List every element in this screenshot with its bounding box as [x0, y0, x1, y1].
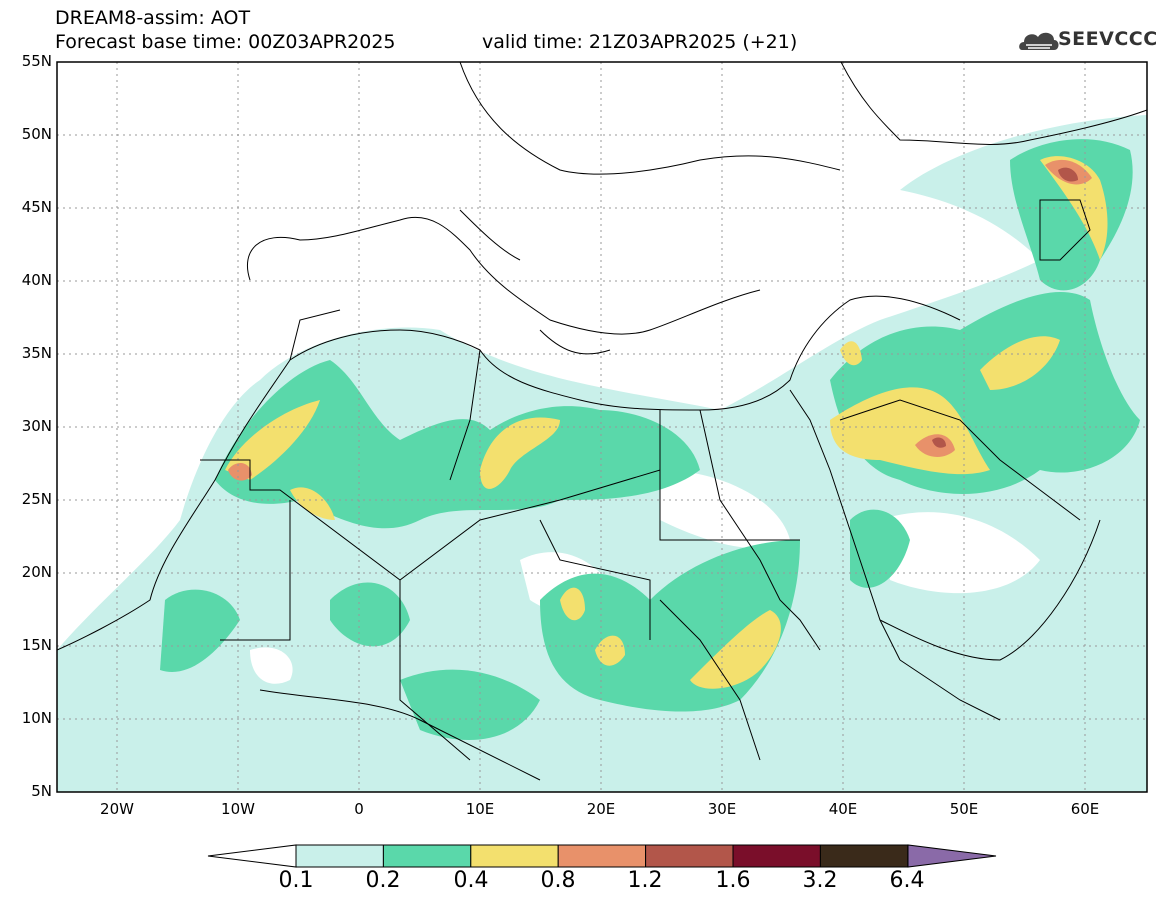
lat-label: 55N	[21, 52, 52, 70]
colorbar-label: 0.2	[365, 868, 401, 893]
colorbar-label: 3.2	[802, 868, 838, 893]
lon-label: 40E	[828, 800, 858, 818]
lon-label: 0	[354, 800, 364, 818]
colorbar-label: 6.4	[889, 868, 925, 893]
colorbar-label: 1.6	[715, 868, 751, 893]
seevccc-logo-text: SEEVCCC	[1058, 28, 1158, 50]
coastlines	[57, 62, 1147, 781]
lat-label: 10N	[21, 709, 52, 727]
lon-label: 30E	[707, 800, 737, 818]
lat-label: 35N	[21, 344, 52, 362]
colorbar-label: 0.4	[453, 868, 489, 893]
lat-label: 15N	[21, 636, 52, 654]
valid-time: valid time: 21Z03APR2025 (+21)	[482, 31, 798, 53]
lon-label: 10E	[465, 800, 495, 818]
lon-label: 10W	[221, 800, 255, 818]
colorbar-label: 1.2	[627, 868, 663, 893]
colorbar-label: 0.8	[540, 868, 576, 893]
aot-contour-1.2	[932, 167, 1078, 448]
forecast-base-time: Forecast base time: 00Z03APR2025	[55, 31, 396, 53]
lat-label: 5N	[31, 782, 52, 800]
map-title: DREAM8-assim: AOT	[55, 7, 251, 29]
lat-label: 20N	[21, 563, 52, 581]
map-frame	[56, 61, 1148, 793]
lon-label: 60E	[1070, 800, 1100, 818]
lat-label: 25N	[21, 490, 52, 508]
lon-label: 50E	[949, 800, 979, 818]
lat-label: 45N	[21, 198, 52, 216]
lat-label: 30N	[21, 417, 52, 435]
lat-label: 50N	[21, 125, 52, 143]
cloud-logo-icon	[1019, 32, 1059, 50]
lon-label: 20W	[100, 800, 134, 818]
lat-label: 40N	[21, 271, 52, 289]
graticule	[57, 62, 1147, 792]
colorbar-label: 0.1	[278, 868, 314, 893]
lon-label: 20E	[586, 800, 616, 818]
